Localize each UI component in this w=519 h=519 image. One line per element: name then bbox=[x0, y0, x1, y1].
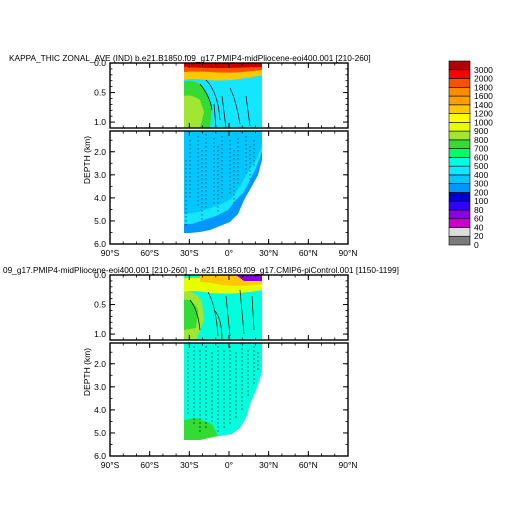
x-tick-label: 0° bbox=[225, 460, 233, 470]
colorbar-level-label: 20 bbox=[474, 231, 484, 241]
y-tick-label: 4.0 bbox=[94, 193, 106, 203]
y-tick-label: 1.0 bbox=[94, 117, 106, 127]
colorbar-swatch bbox=[448, 69, 471, 79]
chart1-ylabel: DEPTH (km) bbox=[82, 136, 92, 184]
colorbar-level-label: 80 bbox=[474, 205, 484, 215]
x-tick-label: 30°N bbox=[259, 248, 278, 258]
x-tick-label: 90°S bbox=[101, 248, 120, 258]
colorbar-swatch bbox=[448, 130, 471, 141]
colorbar-swatch bbox=[448, 60, 471, 71]
colorbar-swatch bbox=[448, 218, 471, 228]
chart1-title: KAPPA_THIC ZONAL_AVE (IND) b.e21.B1850.f… bbox=[9, 53, 371, 63]
colorbar-level-label: 40 bbox=[474, 222, 484, 232]
y-tick-label: 6.0 bbox=[94, 239, 106, 249]
colorbar-swatch bbox=[448, 113, 471, 123]
chart2-x-tick-labels: 90°S 60°S 30°S 0° 30°N 60°N 90°N bbox=[101, 460, 358, 470]
chart2-ylabel: DEPTH (km) bbox=[82, 348, 92, 396]
colorbar-swatch bbox=[448, 78, 471, 88]
colorbar-level-label: 1000 bbox=[474, 117, 493, 127]
colorbar-level-label: 700 bbox=[474, 144, 488, 154]
y-tick-label: 0.5 bbox=[94, 300, 106, 310]
x-tick-label: 90°S bbox=[101, 460, 120, 470]
x-tick-label: 30°S bbox=[180, 460, 199, 470]
x-tick-label: 90°N bbox=[339, 460, 358, 470]
colorbar-swatch bbox=[448, 104, 471, 114]
colorbar-swatch bbox=[448, 209, 471, 220]
y-tick-label: 1.0 bbox=[94, 329, 106, 339]
colorbar: 0204060801002003004005006007008009001000… bbox=[448, 60, 493, 250]
colorbar-swatch bbox=[448, 95, 471, 106]
colorbar-level-label: 100 bbox=[474, 196, 488, 206]
x-tick-label: 90°N bbox=[339, 248, 358, 258]
chart2-y-tick-labels: 0.0 0.5 1.0 2.0 3.0 4.0 5.0 6.0 bbox=[94, 270, 106, 461]
y-tick-label: 2.0 bbox=[94, 359, 106, 369]
chart1-y-tick-labels: 0.0 0.5 1.0 2.0 3.0 4.0 5.0 6.0 bbox=[94, 58, 106, 249]
colorbar-level-label: 300 bbox=[474, 179, 488, 189]
chart1-x-tick-labels: 90°S 60°S 30°S 0° 30°N 60°N 90°N bbox=[101, 248, 358, 258]
colorbar-swatch bbox=[448, 122, 471, 132]
chart2-title: 09_g17.PMIP4-midPliocene-eoi400.001 [210… bbox=[3, 265, 399, 275]
colorbar-level-label: 60 bbox=[474, 214, 484, 224]
chart1-lower-fill bbox=[184, 131, 262, 233]
colorbar-swatch bbox=[448, 86, 471, 97]
chart1-axes bbox=[109, 62, 349, 245]
colorbar-level-label: 200 bbox=[474, 187, 488, 197]
colorbar-level-label: 3000 bbox=[474, 65, 493, 75]
y-tick-label: 5.0 bbox=[94, 428, 106, 438]
colorbar-swatch bbox=[448, 139, 471, 149]
colorbar-level-label: 0 bbox=[474, 240, 479, 250]
colorbar-level-label: 2000 bbox=[474, 74, 493, 84]
colorbar-swatch bbox=[448, 192, 471, 202]
x-tick-label: 60°N bbox=[299, 460, 318, 470]
colorbar-level-label: 900 bbox=[474, 126, 488, 136]
x-tick-label: 0° bbox=[225, 248, 233, 258]
chart2-lower-fill bbox=[184, 343, 262, 440]
colorbar-level-label: 1400 bbox=[474, 100, 493, 110]
colorbar-swatch bbox=[448, 174, 471, 184]
y-tick-label: 3.0 bbox=[94, 382, 106, 392]
colorbar-swatch bbox=[448, 148, 471, 158]
y-tick-label: 5.0 bbox=[94, 216, 106, 226]
colorbar-swatch bbox=[448, 235, 471, 246]
colorbar-swatch bbox=[448, 227, 471, 237]
y-tick-label: 0.0 bbox=[94, 270, 106, 280]
y-tick-label: 4.0 bbox=[94, 405, 106, 415]
colorbar-swatch bbox=[448, 200, 471, 211]
chart1-upper-fill bbox=[184, 63, 262, 128]
x-tick-label: 60°N bbox=[299, 248, 318, 258]
chart2-axes bbox=[109, 274, 349, 457]
y-tick-label: 6.0 bbox=[94, 451, 106, 461]
colorbar-level-label: 1800 bbox=[474, 82, 493, 92]
y-tick-label: 2.0 bbox=[94, 147, 106, 157]
colorbar-swatch bbox=[448, 183, 471, 193]
y-tick-label: 0.5 bbox=[94, 88, 106, 98]
colorbar-swatch bbox=[448, 157, 471, 167]
x-tick-label: 60°S bbox=[140, 460, 159, 470]
colorbar-level-label: 600 bbox=[474, 152, 488, 162]
y-tick-label: 0.0 bbox=[94, 58, 106, 68]
y-tick-label: 3.0 bbox=[94, 170, 106, 180]
colorbar-level-label: 500 bbox=[474, 161, 488, 171]
x-tick-label: 60°S bbox=[140, 248, 159, 258]
colorbar-level-label: 400 bbox=[474, 170, 488, 180]
colorbar-level-label: 1200 bbox=[474, 109, 493, 119]
x-tick-label: 30°N bbox=[259, 460, 278, 470]
x-tick-label: 30°S bbox=[180, 248, 199, 258]
colorbar-swatch bbox=[448, 165, 471, 176]
colorbar-level-label: 1600 bbox=[474, 91, 493, 101]
colorbar-level-label: 800 bbox=[474, 135, 488, 145]
chart2-upper-fill bbox=[184, 275, 262, 340]
